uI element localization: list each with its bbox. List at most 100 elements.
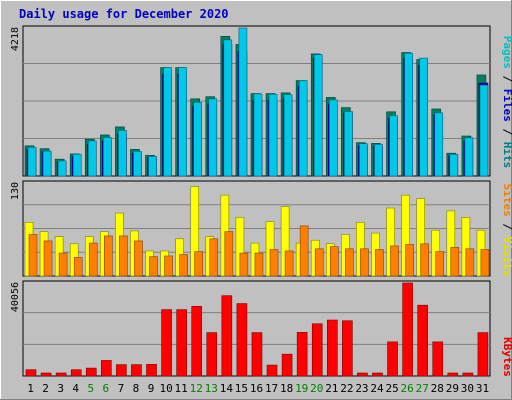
bar-kbytes [101, 360, 112, 377]
day-label: 16 [250, 382, 263, 395]
bar-kbytes [40, 372, 52, 377]
day-label: 17 [265, 382, 278, 395]
bar-kbytes [432, 341, 444, 377]
bar-pages [359, 143, 368, 177]
bar-pages [313, 54, 323, 177]
day-label: 31 [476, 382, 489, 395]
y-max-label-visits-sites: 130 [10, 182, 21, 200]
bar-sites [164, 255, 173, 277]
bar-sites [465, 248, 475, 277]
bar-kbytes [477, 332, 489, 377]
day-label: 4 [72, 382, 79, 395]
bar-kbytes [266, 364, 278, 377]
bar-pages [193, 102, 203, 177]
day-label: 8 [133, 382, 140, 395]
bar-sites [28, 234, 38, 277]
bar-kbytes [131, 364, 142, 377]
day-label: 22 [340, 382, 353, 395]
bar-pages [253, 93, 263, 177]
day-label: 15 [235, 382, 248, 395]
bar-sites [119, 235, 128, 277]
bar-pages [464, 137, 474, 177]
bar-sites [269, 249, 279, 277]
legend-kbytes: KBytes [501, 337, 512, 377]
bar-sites [329, 246, 339, 277]
bar-pages [178, 67, 187, 177]
bar-sites [405, 244, 414, 277]
legend-pages-files-hits: Pages / Files / Hits [501, 36, 512, 169]
day-label: 7 [118, 382, 125, 395]
bar-kbytes [146, 364, 157, 377]
bar-kbytes [296, 332, 308, 377]
bar-pages [404, 52, 413, 177]
bar-pages [103, 137, 112, 177]
bar-kbytes [372, 372, 383, 377]
bar-sites [435, 251, 445, 277]
bar-pages [118, 130, 127, 177]
bar-pages [344, 111, 353, 177]
bar-sites [360, 248, 369, 277]
day-label: 19 [295, 382, 308, 395]
bar-pages [87, 140, 97, 177]
bar-sites [88, 242, 98, 277]
y-max-label-kbytes: 40056 [10, 282, 21, 312]
bar-sites [73, 257, 83, 277]
bar-pages [148, 156, 157, 177]
bar-pages [434, 112, 444, 177]
bar-kbytes [387, 341, 398, 377]
bar-kbytes [206, 332, 218, 377]
bar-pages [479, 84, 489, 177]
day-label: 6 [103, 382, 110, 395]
bar-kbytes [326, 319, 338, 377]
legend-sites: Sites [501, 184, 512, 217]
bar-sites [480, 249, 490, 277]
day-label: 5 [87, 382, 94, 395]
bar-kbytes [70, 369, 82, 377]
bar-pages [328, 99, 338, 177]
chart-title: Daily usage for December 2020 [19, 7, 229, 21]
bar-pages [238, 27, 248, 177]
day-label: 2 [42, 382, 49, 395]
bar-kbytes [221, 295, 233, 377]
legend-hits: Hits [501, 142, 512, 169]
bar-kbytes [25, 369, 37, 377]
legend-visits: Visits [501, 237, 512, 277]
bar-sites [345, 248, 354, 277]
day-label: 24 [370, 382, 384, 395]
bar-sites [284, 250, 294, 277]
day-label: 3 [57, 382, 64, 395]
bar-sites [209, 238, 219, 277]
day-label: 29 [446, 382, 459, 395]
day-label: 13 [205, 382, 218, 395]
day-label: 21 [325, 382, 338, 395]
bar-sites [179, 254, 188, 277]
day-label: 10 [159, 382, 172, 395]
bar-pages [268, 93, 278, 177]
bar-sites [375, 249, 384, 277]
bar-sites [299, 225, 309, 277]
bar-kbytes [342, 320, 353, 377]
legend-pages: Pages [501, 36, 512, 69]
bar-kbytes [161, 309, 172, 377]
bar-pages [374, 144, 383, 177]
bar-sites [390, 245, 399, 277]
legend-sep-3: / [501, 223, 512, 236]
bar-sites [450, 247, 460, 277]
day-label: 26 [401, 382, 414, 395]
day-label: 20 [310, 382, 323, 395]
bar-sites [58, 252, 68, 277]
bar-sites [149, 256, 158, 277]
panel-kbytes: 40056 [10, 280, 491, 377]
bar-kbytes [281, 353, 293, 377]
bar-pages [72, 153, 82, 177]
day-label: 23 [355, 382, 368, 395]
day-label: 18 [280, 382, 293, 395]
chart-panels: 4218 130 40056 [10, 25, 491, 377]
bar-sites [420, 243, 429, 277]
day-label: 11 [175, 382, 188, 395]
day-label: 30 [461, 382, 474, 395]
bar-sites [239, 252, 249, 277]
bar-kbytes [402, 282, 413, 377]
x-axis-labels: 1 2 3 4 5 6 7 8 9 10 11 12 13 14 15 16 17 18 19 20 21 22 23 24 2… [27, 382, 489, 395]
